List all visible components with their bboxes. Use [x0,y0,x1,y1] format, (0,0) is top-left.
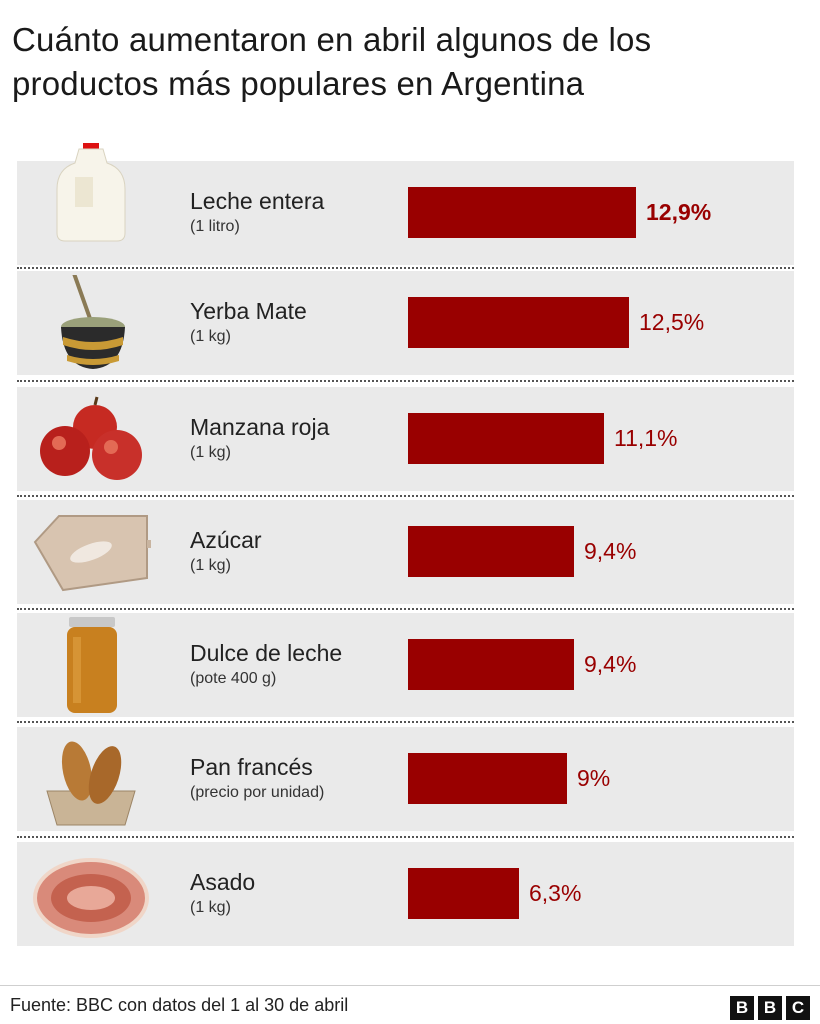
chart-row: Dulce de leche (pote 400 g) 9,4% [17,613,794,717]
category-label: Leche entera [190,188,325,214]
category-subtitle: (1 kg) [190,557,231,574]
logo-letter-c: C [786,996,810,1020]
dulce-de-leche-jar-icon [31,617,151,717]
row-separator [17,267,794,269]
bar [408,526,574,577]
value-label: 11,1% [614,425,678,451]
chart-row: Asado (1 kg) 6,3% [17,842,794,946]
bbc-logo: B B C [730,996,810,1020]
chart-row: Yerba Mate (1 kg) 12,5% [17,264,794,375]
category-label: Asado [190,869,256,895]
chart-row: Azúcar (1 kg) 9,4% [17,500,794,604]
value-label: 6,3% [529,880,582,906]
bar [408,639,574,690]
bar [408,753,567,804]
logo-letter-b1: B [730,996,754,1020]
row-separator [17,835,794,838]
sugar-bag-icon [31,504,157,604]
asado-meat-icon [31,846,151,946]
chart-row: Pan francés (precio por unidad) 9% [17,727,794,831]
chart-row: Manzana roja (1 kg) 11,1% [17,387,794,491]
chart-title: Cuánto aumentaron en abril algunos de lo… [12,21,652,102]
yerba-mate-icon [31,264,151,375]
bread-basket-icon [31,731,151,831]
bar [408,187,636,238]
row-separator [17,494,794,497]
category-subtitle: (1 kg) [190,328,231,345]
bar-chart: Leche entera (1 litro) 12,9% Yerba Mate (1 k… [17,139,794,948]
category-label: Dulce de leche [190,640,343,666]
bar [408,413,604,464]
category-label: Pan francés [190,754,313,780]
row-separator [17,380,794,382]
value-label: 9,4% [584,538,637,564]
value-label: 12,5% [639,309,705,335]
red-apples-icon [31,391,151,491]
chart-row: Leche entera (1 litro) 12,9% [17,139,794,265]
value-label: 12,9% [646,199,712,225]
category-subtitle: (precio por unidad) [190,784,325,801]
footer-divider [0,985,820,986]
category-subtitle: (1 kg) [190,899,231,916]
category-subtitle: (1 litro) [190,218,240,235]
row-separator [17,721,794,723]
category-label: Yerba Mate [190,298,307,324]
value-label: 9,4% [584,651,637,677]
milk-jug-icon [31,139,151,243]
row-separator [17,607,794,610]
category-subtitle: (1 kg) [190,444,231,461]
category-subtitle: (pote 400 g) [190,670,277,687]
category-label: Azúcar [190,527,262,553]
category-label: Manzana roja [190,414,330,440]
logo-letter-b2: B [758,996,782,1020]
bar [408,297,629,348]
source-note: Fuente: BBC con datos del 1 al 30 de abr… [10,995,349,1015]
bar [408,868,519,919]
value-label: 9% [577,765,611,791]
